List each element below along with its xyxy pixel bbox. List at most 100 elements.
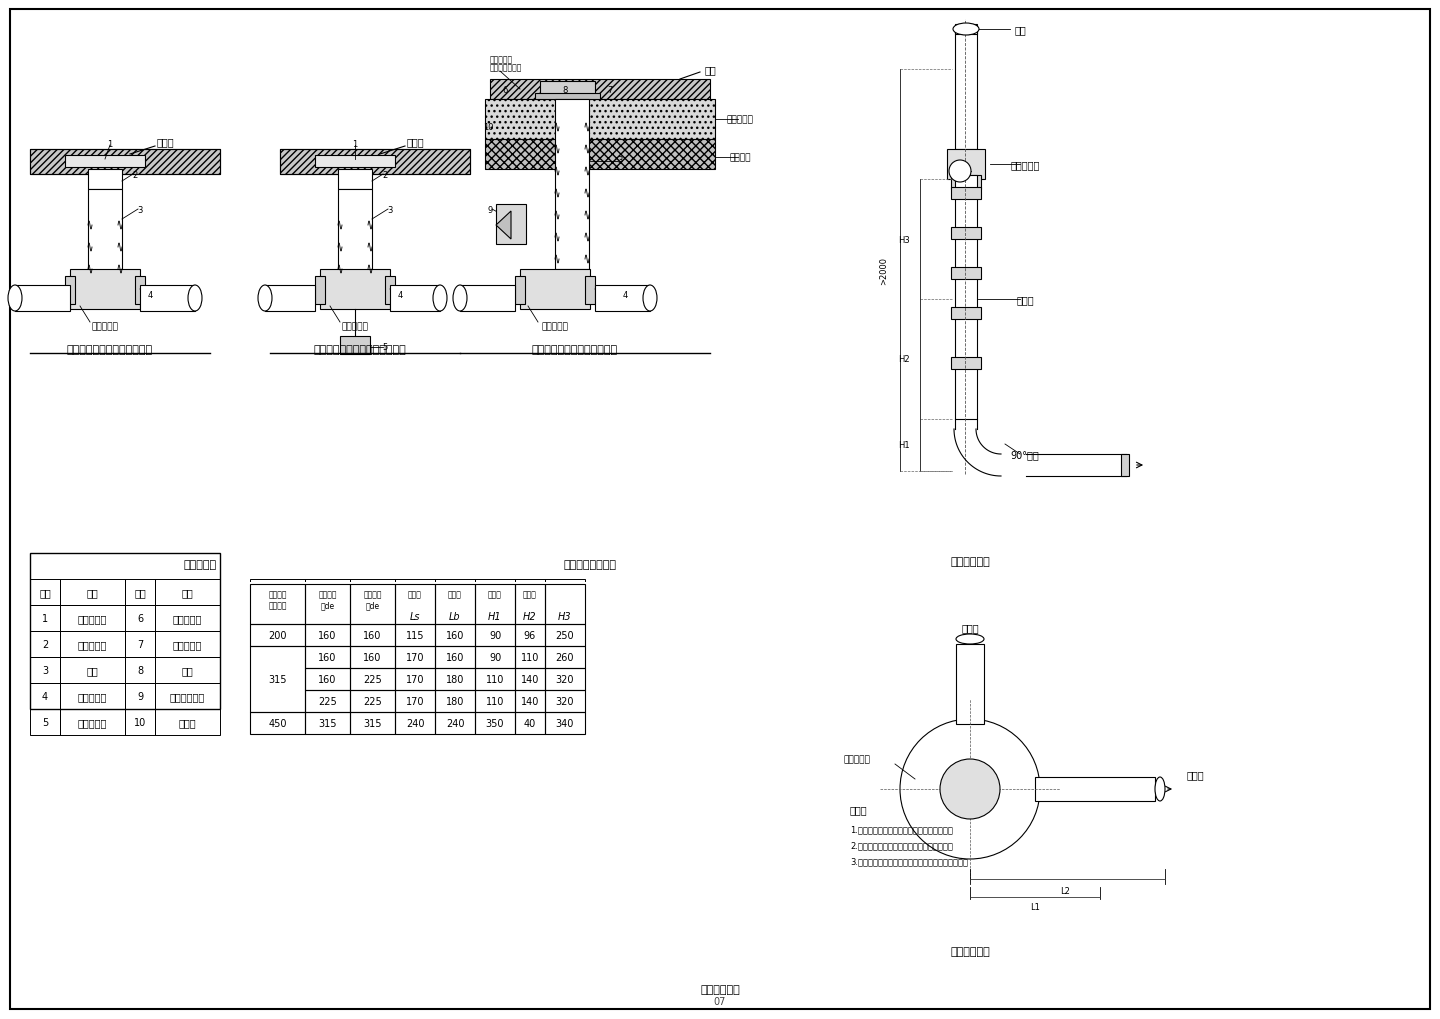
Ellipse shape — [9, 285, 22, 312]
Text: 110: 110 — [485, 691, 504, 701]
Text: 非防护井盖检查井（有流槽）: 非防护井盖检查井（有流槽） — [66, 344, 153, 355]
Ellipse shape — [644, 285, 657, 312]
Text: 井筒: 井筒 — [86, 665, 98, 676]
Ellipse shape — [454, 285, 467, 312]
Text: 180: 180 — [446, 669, 464, 680]
Text: 有防护井盖: 有防护井盖 — [173, 613, 202, 624]
Text: 弯头长: 弯头长 — [448, 590, 462, 599]
Bar — [475, 580, 516, 620]
Bar — [395, 585, 435, 625]
Text: 160: 160 — [318, 675, 337, 685]
Text: 3: 3 — [387, 205, 393, 214]
Bar — [544, 580, 585, 620]
Bar — [554, 100, 589, 270]
Bar — [125, 684, 156, 709]
Text: H2: H2 — [523, 611, 537, 622]
Text: 340: 340 — [556, 718, 575, 729]
Bar — [156, 684, 220, 709]
Bar — [485, 100, 716, 140]
Text: 90: 90 — [488, 647, 501, 657]
Text: 2: 2 — [383, 170, 387, 179]
Text: 有防护井盖检查井（有流槽）: 有防护井盖检查井（有流槽） — [531, 344, 618, 355]
Text: 非防护井座: 非防护井座 — [78, 639, 107, 649]
Text: 315: 315 — [268, 669, 287, 680]
Text: 径de: 径de — [366, 601, 380, 610]
Text: 90: 90 — [488, 652, 501, 662]
Text: 240: 240 — [406, 713, 425, 723]
Text: 道路: 道路 — [704, 65, 716, 75]
Text: 170: 170 — [406, 691, 425, 701]
Text: 315: 315 — [363, 718, 382, 729]
Text: 450: 450 — [268, 713, 287, 723]
Bar — [251, 625, 305, 646]
Text: 140: 140 — [521, 696, 539, 706]
Bar — [475, 585, 516, 625]
Bar — [435, 668, 475, 690]
Text: 40: 40 — [524, 713, 536, 723]
Bar — [395, 620, 435, 641]
Text: 315: 315 — [318, 718, 337, 729]
Bar — [540, 82, 595, 96]
Bar — [251, 707, 305, 730]
Bar — [516, 585, 544, 625]
Bar — [955, 25, 976, 35]
Bar — [338, 170, 372, 190]
Bar — [544, 620, 585, 641]
Bar — [156, 632, 220, 657]
Text: 110: 110 — [485, 696, 504, 706]
Bar — [251, 712, 305, 735]
Bar — [395, 580, 435, 620]
Circle shape — [900, 719, 1040, 859]
Bar — [315, 277, 325, 305]
Text: 8: 8 — [562, 86, 567, 95]
Text: 3: 3 — [42, 665, 48, 676]
Text: 7: 7 — [608, 86, 612, 95]
Text: H1: H1 — [899, 441, 910, 450]
Text: 跌水井主要尺寸表: 跌水井主要尺寸表 — [563, 559, 616, 570]
Bar — [516, 646, 544, 668]
Text: 160: 160 — [446, 652, 464, 662]
Bar — [30, 632, 60, 657]
Bar — [395, 641, 435, 663]
Text: 井座长: 井座长 — [408, 590, 422, 599]
Bar — [305, 690, 350, 712]
Bar — [125, 657, 156, 684]
Text: 110: 110 — [485, 669, 504, 680]
Bar — [305, 585, 350, 625]
Text: （或钢铁井圈）: （或钢铁井圈） — [490, 63, 523, 72]
Bar — [88, 170, 122, 190]
Bar — [395, 625, 435, 646]
Bar — [475, 625, 516, 646]
Text: 07: 07 — [714, 996, 726, 1006]
Bar — [156, 580, 220, 605]
Text: 埋地排水管: 埋地排水管 — [541, 322, 569, 331]
Bar — [125, 709, 156, 736]
Bar — [279, 150, 469, 175]
Text: 9: 9 — [137, 691, 143, 701]
Text: 4: 4 — [622, 290, 628, 300]
Text: 5: 5 — [383, 343, 387, 353]
Bar — [536, 94, 600, 100]
Bar — [305, 641, 350, 663]
Text: Ls: Ls — [410, 611, 420, 622]
Bar — [516, 620, 544, 641]
Text: 140: 140 — [521, 675, 539, 685]
Text: 340: 340 — [556, 713, 575, 723]
Text: 流出管: 流出管 — [366, 587, 379, 596]
Text: 名称: 名称 — [86, 587, 98, 597]
Bar — [350, 663, 395, 686]
Bar — [544, 646, 585, 668]
Text: H2: H2 — [899, 356, 910, 364]
Bar — [30, 684, 60, 709]
Bar — [544, 686, 585, 707]
Text: H3: H3 — [559, 607, 570, 615]
Text: 320: 320 — [556, 669, 575, 680]
Text: 350: 350 — [485, 718, 504, 729]
Bar — [305, 646, 350, 668]
Bar — [544, 690, 585, 712]
Bar — [950, 228, 981, 239]
Text: 混凝土基础: 混凝土基础 — [727, 115, 753, 124]
Bar — [544, 668, 585, 690]
Text: 90: 90 — [488, 626, 501, 636]
Bar — [435, 620, 475, 641]
